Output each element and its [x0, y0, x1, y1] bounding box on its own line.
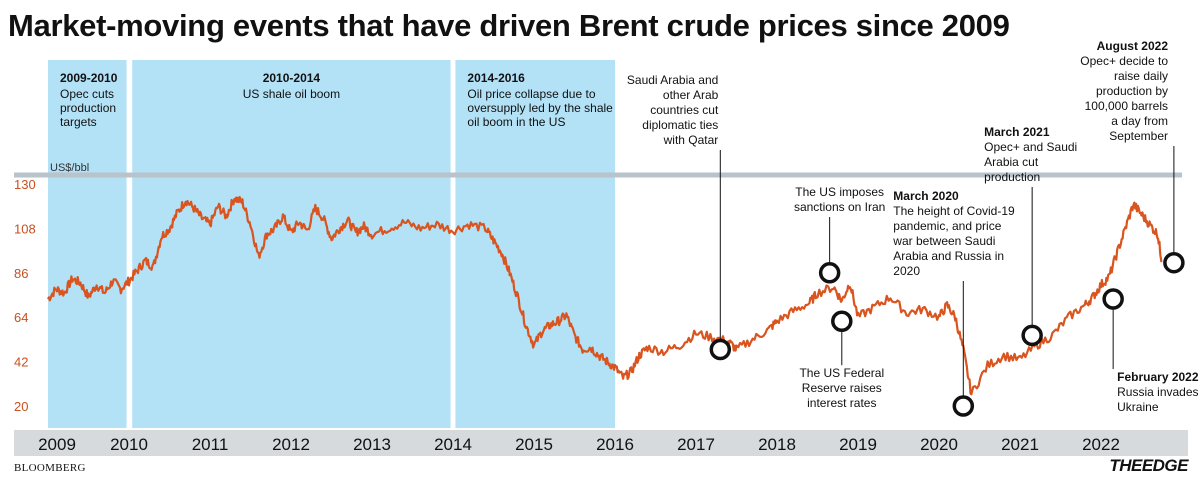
annotation-text: sanctions on Iran — [794, 200, 885, 214]
annotation-text: The US imposes — [795, 185, 884, 199]
event-marker — [1021, 324, 1043, 347]
y-axis: 20 42 64 86 108 130 — [14, 177, 36, 414]
annotation-text: Ukraine — [1117, 400, 1159, 414]
period-band-text: Oil price collapse due to — [467, 87, 595, 101]
annotation-text: 2020 — [893, 264, 920, 278]
event-marker — [831, 310, 853, 332]
period-band-label: 2010-2014 — [263, 71, 321, 85]
x-tick-label: 2014 — [434, 435, 472, 454]
annotation-text: September — [1109, 129, 1168, 143]
period-band-text: targets — [60, 115, 97, 129]
annotation-text: Arabia and Russia in — [893, 249, 1004, 263]
x-tick-label: 2022 — [1082, 435, 1120, 454]
period-band-text: US shale oil boom — [243, 87, 340, 101]
annotation-text: a day from — [1111, 114, 1168, 128]
annotation-text: March 2020 — [893, 189, 959, 203]
x-axis-bar — [14, 430, 1188, 456]
annotation-text: March 2021 — [984, 125, 1050, 139]
source-credit: BLOOMBERG — [14, 462, 86, 474]
x-tick-label: 2012 — [272, 435, 310, 454]
annotation-text: 100,000 barrels — [1085, 99, 1168, 113]
y-tick-label: 130 — [14, 177, 36, 192]
period-band-1 — [48, 60, 127, 428]
brand-logo: THEEDGE — [1109, 456, 1188, 475]
x-axis: 2009 2010 2011 2012 2013 2014 2015 2016 2017 2018… — [14, 430, 1188, 456]
event-marker — [818, 262, 841, 284]
annotation-text: countries cut — [650, 103, 719, 117]
chart-title: Market-moving events that have driven Br… — [8, 8, 1010, 43]
annotation-text: production — [984, 170, 1040, 184]
event-marker — [952, 395, 975, 417]
period-band-label: 2009-2010 — [60, 71, 118, 85]
annotation-text: Opec+ and Saudi — [984, 140, 1077, 154]
annotation-text: raise daily — [1114, 69, 1168, 83]
annotation-text: production by — [1096, 84, 1168, 98]
period-band-text: oversupply led by the shale — [467, 101, 613, 115]
period-band-2 — [132, 60, 451, 428]
price-series — [47, 196, 1163, 396]
x-tick-label: 2017 — [677, 435, 715, 454]
annotation-text: other Arab — [663, 88, 719, 102]
period-band-label: 2014-2016 — [467, 71, 525, 85]
annotation-text: February 2022 — [1117, 370, 1199, 384]
x-tick-label: 2011 — [192, 435, 229, 454]
x-tick-label: 2010 — [110, 435, 148, 454]
annotation-text: Saudi Arabia and — [627, 73, 718, 87]
annotation-text: Arabia cut — [984, 155, 1039, 169]
annotation-text: with Qatar — [663, 133, 719, 147]
y-axis-unit: US$/bbl — [50, 162, 89, 174]
annotation-text: August 2022 — [1097, 39, 1169, 53]
annotation-text: interest rates — [807, 396, 876, 410]
event-marker — [709, 338, 732, 361]
annotation-text: The height of Covid-19 — [893, 204, 1015, 218]
event-marker — [1163, 251, 1185, 274]
y-tick-label: 42 — [14, 355, 28, 370]
x-tick-label: 2015 — [515, 435, 553, 454]
period-band-text: oil boom in the US — [467, 115, 565, 129]
annotation-text: Opec+ decide to — [1080, 54, 1168, 68]
x-tick-label: 2013 — [353, 435, 391, 454]
event-marker — [1102, 288, 1124, 310]
y-tick-label: 64 — [14, 310, 28, 325]
annotation-text: Russia invades — [1117, 385, 1198, 399]
annotation-text: The US Federal — [799, 366, 884, 380]
x-tick-label: 2020 — [920, 435, 958, 454]
y-tick-label: 108 — [14, 221, 36, 236]
annotation-text: pandemic, and price — [893, 219, 1001, 233]
y-tick-label: 86 — [14, 266, 28, 281]
x-tick-label: 2018 — [758, 435, 796, 454]
x-tick-label: 2016 — [596, 435, 634, 454]
annotation-text: diplomatic ties — [642, 118, 718, 132]
period-band-3 — [455, 60, 615, 428]
period-band-text: production — [60, 101, 116, 115]
price-line — [47, 196, 1163, 396]
annotation-text: Reserve raises — [802, 381, 882, 395]
x-tick-label: 2009 — [38, 435, 76, 454]
period-band-text: Opec cuts — [60, 87, 114, 101]
x-tick-label: 2019 — [839, 435, 877, 454]
annotation-text: war between Saudi — [892, 234, 995, 248]
x-tick-label: 2021 — [1001, 435, 1039, 454]
reference-line: US$/bbl — [14, 162, 1182, 178]
y-tick-label: 20 — [14, 399, 28, 414]
